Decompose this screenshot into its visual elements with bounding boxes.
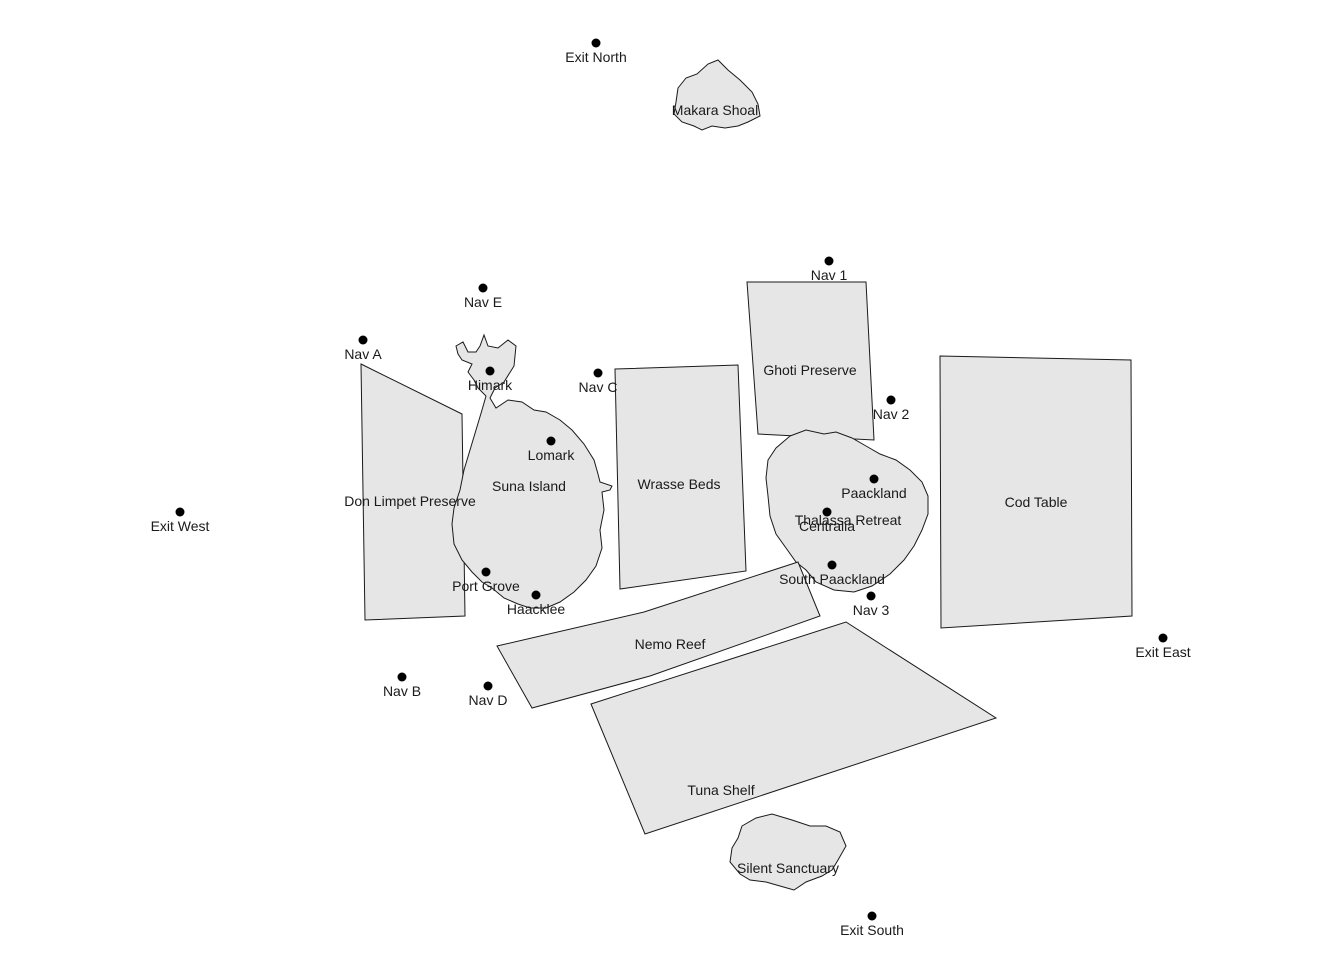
point-marker[interactable] [822, 507, 832, 517]
point-marker[interactable] [886, 395, 896, 405]
point-label: Nav C [579, 379, 618, 395]
region-suna-island[interactable] [451, 333, 613, 609]
point-marker[interactable] [591, 38, 601, 48]
point-label: Nav 2 [873, 406, 910, 422]
point-marker[interactable] [1158, 633, 1168, 643]
point-label: Exit South [840, 922, 904, 938]
point-nav-b[interactable]: Nav B [383, 672, 421, 700]
point-label: Lomark [528, 447, 576, 463]
points-layer: Exit North Exit West Exit East Exit Sout… [151, 38, 1191, 939]
point-marker[interactable] [867, 911, 877, 921]
label-cod-table: Cod Table [1005, 494, 1068, 510]
point-label: Centralia [799, 518, 855, 534]
region-nemo-reef[interactable] [496, 561, 821, 709]
point-nav-a[interactable]: Nav A [344, 335, 382, 363]
point-marker[interactable] [175, 507, 185, 517]
point-south-paackland[interactable]: South Paackland [779, 560, 885, 588]
region-ghoti-preserve[interactable] [746, 281, 875, 441]
point-label: Himark [468, 377, 513, 393]
region-wrasse-beds[interactable] [614, 364, 747, 590]
point-marker[interactable] [593, 368, 603, 378]
point-nav-c[interactable]: Nav C [579, 368, 618, 396]
point-marker[interactable] [397, 672, 407, 682]
point-marker[interactable] [483, 681, 493, 691]
point-himark[interactable]: Himark [468, 366, 513, 394]
point-label: Port Grove [452, 578, 520, 594]
point-label: Nav 1 [811, 267, 848, 283]
label-suna-island: Suna Island [492, 478, 566, 494]
point-marker[interactable] [866, 591, 876, 601]
point-marker[interactable] [358, 335, 368, 345]
region-labels: Makara Shoal Don Limpet Preserve Suna Is… [344, 102, 1067, 876]
point-exit-south[interactable]: Exit South [840, 911, 904, 939]
region-silent-sanctuary[interactable] [729, 813, 847, 891]
point-marker[interactable] [869, 474, 879, 484]
label-ghoti-preserve: Ghoti Preserve [763, 362, 857, 378]
region-makara-shoal[interactable] [673, 59, 761, 131]
point-nav-d[interactable]: Nav D [469, 681, 508, 709]
point-label: Nav B [383, 683, 421, 699]
point-exit-east[interactable]: Exit East [1135, 633, 1191, 661]
region-don-limpet-preserve[interactable] [360, 363, 466, 621]
point-nav-1[interactable]: Nav 1 [811, 256, 848, 284]
label-nemo-reef: Nemo Reef [635, 636, 706, 652]
point-nav-2[interactable]: Nav 2 [873, 395, 910, 423]
point-nav-3[interactable]: Nav 3 [853, 591, 890, 619]
point-marker[interactable] [824, 256, 834, 266]
label-don-limpet-preserve: Don Limpet Preserve [344, 493, 476, 509]
label-tuna-shelf: Tuna Shelf [687, 782, 754, 798]
label-wrasse-beds: Wrasse Beds [638, 476, 721, 492]
label-makara-shoal: Makara Shoal [672, 102, 758, 118]
point-label: Nav D [469, 692, 508, 708]
point-label: Exit East [1135, 644, 1190, 660]
label-silent-sanctuary: Silent Sanctuary [737, 860, 839, 876]
point-label: Nav E [464, 294, 502, 310]
point-marker[interactable] [827, 560, 837, 570]
region-cod-table[interactable] [939, 355, 1133, 629]
point-lomark[interactable]: Lomark [528, 436, 576, 464]
label-thalassa-retreat: Thalassa Retreat [795, 512, 902, 528]
point-marker[interactable] [481, 567, 491, 577]
point-port-grove[interactable]: Port Grove [452, 567, 520, 595]
region-tuna-shelf[interactable] [590, 621, 998, 835]
point-haacklee[interactable]: Haacklee [507, 590, 566, 618]
point-centralia[interactable]: Centralia [799, 507, 855, 535]
point-marker[interactable] [485, 366, 495, 376]
point-label: Haacklee [507, 601, 566, 617]
point-label: Nav A [344, 346, 382, 362]
region-thalassa-retreat[interactable] [765, 429, 929, 593]
point-nav-e[interactable]: Nav E [464, 283, 502, 311]
point-marker[interactable] [478, 283, 488, 293]
point-label: Exit West [151, 518, 210, 534]
point-exit-north[interactable]: Exit North [565, 38, 627, 66]
point-paackland[interactable]: Paackland [841, 474, 907, 502]
point-marker[interactable] [531, 590, 541, 600]
point-label: Exit North [565, 49, 626, 65]
point-exit-west[interactable]: Exit West [151, 507, 210, 535]
point-marker[interactable] [546, 436, 556, 446]
point-label: Nav 3 [853, 602, 890, 618]
point-label: South Paackland [779, 571, 885, 587]
regions-layer [360, 59, 1133, 891]
point-label: Paackland [841, 485, 906, 501]
